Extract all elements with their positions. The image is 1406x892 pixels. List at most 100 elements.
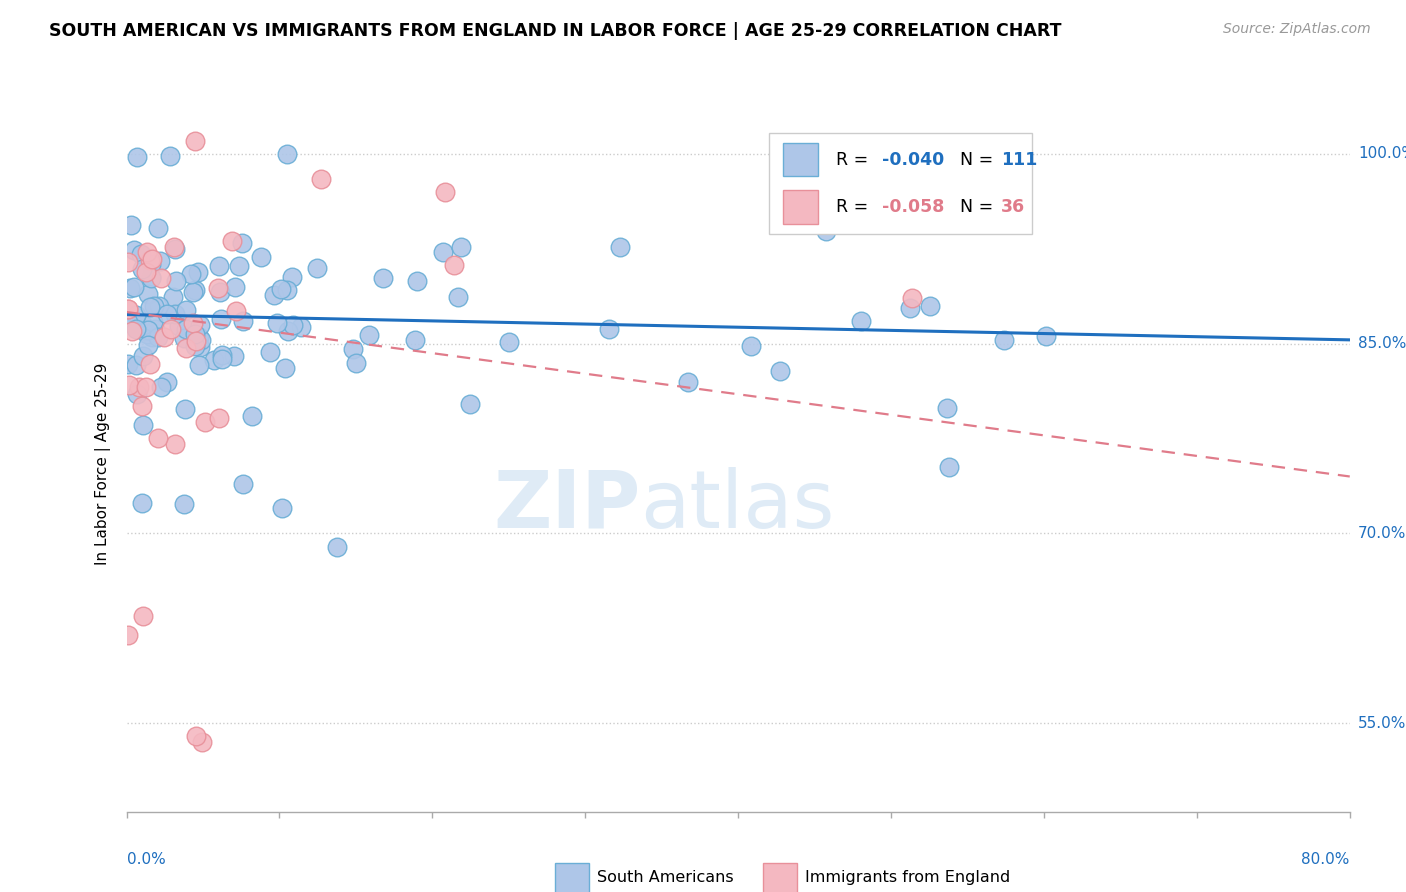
Point — [283, 318, 305, 333]
Point — [141, 257, 163, 271]
Point — [224, 349, 246, 363]
Point — [153, 329, 176, 343]
Point — [184, 729, 207, 743]
FancyBboxPatch shape — [769, 134, 1032, 235]
Point — [276, 147, 298, 161]
Text: R =: R = — [837, 198, 873, 216]
Point — [136, 327, 159, 342]
Point — [142, 299, 165, 313]
Point — [1035, 329, 1057, 343]
Point — [232, 476, 254, 491]
Point — [406, 274, 429, 288]
Point — [135, 380, 157, 394]
Text: atlas: atlas — [640, 467, 835, 545]
Text: South Americans: South Americans — [598, 871, 734, 886]
Point — [209, 285, 232, 299]
Point — [122, 244, 145, 258]
Text: 70.0%: 70.0% — [1358, 526, 1406, 541]
Point — [120, 280, 142, 294]
Point — [174, 303, 197, 318]
Point — [270, 282, 292, 296]
Point — [163, 240, 186, 254]
Point — [443, 258, 465, 272]
Point — [357, 328, 380, 343]
Point — [240, 409, 263, 423]
Point — [143, 322, 166, 336]
Point — [184, 134, 207, 148]
Point — [188, 340, 211, 354]
Point — [938, 460, 960, 475]
Point — [117, 357, 139, 371]
Point — [404, 334, 426, 348]
Point — [183, 316, 205, 330]
Point — [148, 300, 170, 314]
Point — [184, 339, 207, 353]
Text: R =: R = — [837, 151, 873, 169]
Point — [173, 402, 195, 417]
Point — [125, 386, 148, 401]
Point — [138, 300, 160, 314]
Point — [156, 375, 179, 389]
Point — [277, 324, 299, 338]
Point — [150, 270, 173, 285]
Point — [901, 291, 924, 305]
Point — [131, 262, 153, 277]
Point — [131, 417, 153, 432]
Text: -0.040: -0.040 — [883, 151, 945, 169]
Point — [232, 313, 254, 327]
Text: 55.0%: 55.0% — [1358, 715, 1406, 731]
Point — [769, 364, 792, 378]
Point — [342, 343, 364, 357]
Point — [132, 318, 155, 333]
Text: Immigrants from England: Immigrants from England — [806, 871, 1011, 886]
Point — [344, 355, 367, 369]
Point — [117, 302, 139, 317]
Point — [132, 608, 155, 623]
Point — [250, 250, 273, 264]
Point — [231, 235, 253, 250]
Point — [141, 252, 163, 267]
Point — [191, 735, 214, 749]
Point — [117, 315, 139, 329]
Point — [228, 259, 250, 273]
Point — [139, 357, 162, 371]
Point — [815, 224, 838, 238]
Point — [309, 172, 332, 186]
FancyBboxPatch shape — [762, 863, 797, 892]
Point — [259, 345, 281, 359]
Point — [146, 431, 169, 445]
Text: -0.058: -0.058 — [883, 198, 945, 216]
Point — [598, 322, 620, 336]
Point — [132, 350, 155, 364]
Point — [139, 270, 162, 285]
Point — [118, 378, 141, 392]
Text: 100.0%: 100.0% — [1358, 146, 1406, 161]
Point — [208, 410, 231, 425]
Point — [271, 501, 294, 516]
Point — [432, 244, 454, 259]
Point — [207, 281, 229, 295]
Point — [135, 245, 157, 260]
Point — [125, 150, 148, 164]
Point — [148, 330, 170, 344]
Point — [117, 255, 139, 269]
Point — [851, 313, 873, 327]
Point — [117, 301, 139, 316]
Point — [167, 319, 190, 334]
Text: Source: ZipAtlas.com: Source: ZipAtlas.com — [1223, 22, 1371, 37]
Point — [139, 270, 162, 285]
Point — [898, 301, 921, 316]
Point — [142, 315, 165, 329]
Y-axis label: In Labor Force | Age 25-29: In Labor Force | Age 25-29 — [94, 363, 111, 565]
Point — [190, 333, 212, 347]
Point — [180, 267, 202, 281]
Point — [141, 330, 163, 344]
Point — [165, 274, 187, 288]
Point — [208, 259, 231, 273]
Point — [159, 148, 181, 162]
Point — [211, 351, 233, 366]
Point — [325, 540, 347, 554]
Text: 36: 36 — [1001, 198, 1025, 216]
Point — [173, 331, 195, 345]
Text: 80.0%: 80.0% — [1302, 852, 1350, 867]
